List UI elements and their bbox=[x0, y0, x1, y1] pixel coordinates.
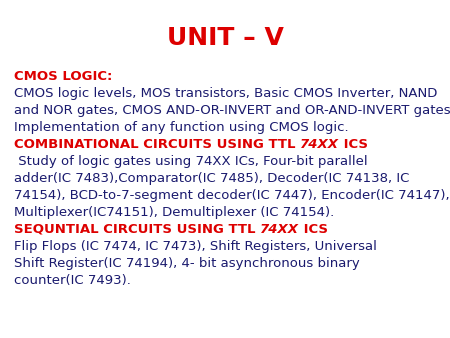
Text: ICS: ICS bbox=[339, 138, 368, 151]
Text: ICS: ICS bbox=[299, 223, 328, 236]
Text: adder(IC 7483),Comparator(IC 7485), Decoder(IC 74138, IC: adder(IC 7483),Comparator(IC 7485), Deco… bbox=[14, 172, 410, 185]
Text: 74154), BCD-to-7-segment decoder(IC 7447), Encoder(IC 74147),: 74154), BCD-to-7-segment decoder(IC 7447… bbox=[14, 189, 450, 202]
Text: Implementation of any function using CMOS logic.: Implementation of any function using CMO… bbox=[14, 121, 349, 134]
Text: UNIT – V: UNIT – V bbox=[166, 26, 284, 50]
Text: CMOS LOGIC:: CMOS LOGIC: bbox=[14, 70, 112, 83]
Text: 74XX: 74XX bbox=[260, 223, 299, 236]
Text: Study of logic gates using 74XX ICs, Four-bit parallel: Study of logic gates using 74XX ICs, Fou… bbox=[14, 155, 368, 168]
Text: 74XX: 74XX bbox=[300, 138, 339, 151]
Text: Multiplexer(IC74151), Demultiplexer (IC 74154).: Multiplexer(IC74151), Demultiplexer (IC … bbox=[14, 206, 334, 219]
Text: Flip Flops (IC 7474, IC 7473), Shift Registers, Universal: Flip Flops (IC 7474, IC 7473), Shift Reg… bbox=[14, 240, 377, 253]
Text: CMOS logic levels, MOS transistors, Basic CMOS Inverter, NAND: CMOS logic levels, MOS transistors, Basi… bbox=[14, 87, 437, 100]
Text: and NOR gates, CMOS AND-OR-INVERT and OR-AND-INVERT gates,: and NOR gates, CMOS AND-OR-INVERT and OR… bbox=[14, 104, 450, 117]
Text: SEQUNTIAL CIRCUITS USING TTL: SEQUNTIAL CIRCUITS USING TTL bbox=[14, 223, 260, 236]
Text: counter(IC 7493).: counter(IC 7493). bbox=[14, 274, 131, 287]
Text: COMBINATIONAL CIRCUITS USING TTL: COMBINATIONAL CIRCUITS USING TTL bbox=[14, 138, 300, 151]
Text: Shift Register(IC 74194), 4- bit asynchronous binary: Shift Register(IC 74194), 4- bit asynchr… bbox=[14, 257, 360, 270]
